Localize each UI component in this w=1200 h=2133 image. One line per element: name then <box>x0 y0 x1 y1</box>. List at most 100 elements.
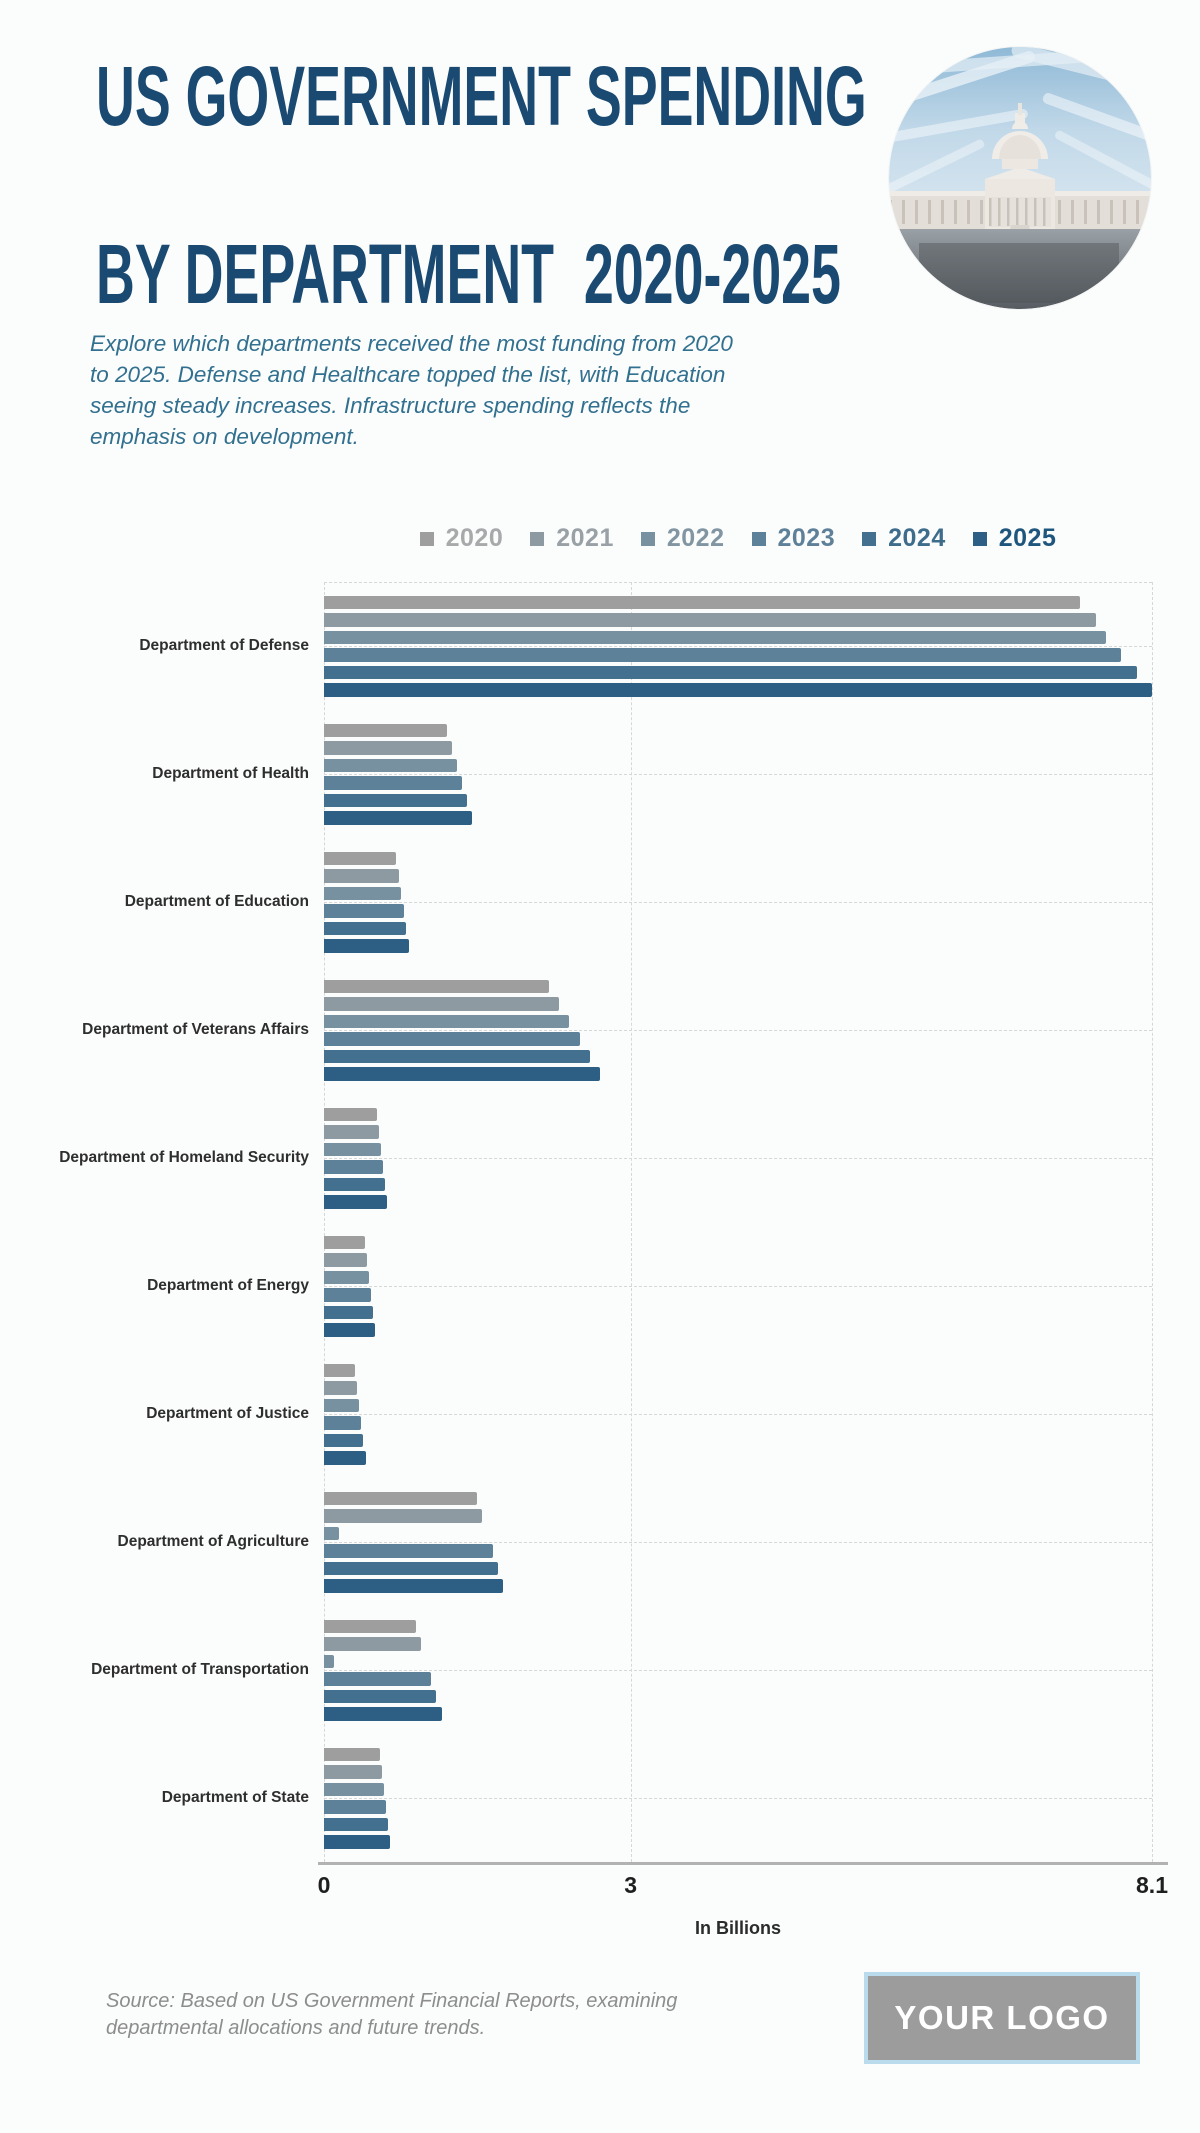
bar-2024 <box>324 665 1137 679</box>
logo-text: YOUR LOGO <box>894 1999 1110 2036</box>
category-gridline <box>324 1542 1152 1543</box>
bar-2025 <box>324 1067 600 1081</box>
bar-2021 <box>324 869 399 883</box>
intro-text: Explore which departments received the m… <box>90 331 733 450</box>
bar-2023 <box>324 1416 361 1430</box>
bar-2023 <box>324 1160 384 1174</box>
category-label: Department of Agriculture <box>117 1533 309 1551</box>
bar-2025 <box>324 939 409 953</box>
bar-2022 <box>324 1014 570 1028</box>
category-label: Department of Health <box>152 765 309 783</box>
bar-2021 <box>324 1509 483 1523</box>
vertical-gridline-8.1 <box>1152 582 1153 1862</box>
bar-2023 <box>324 1544 493 1558</box>
vertical-gridline-0 <box>324 582 325 1862</box>
bar-2022 <box>324 1270 369 1284</box>
spending-bar-chart: Department of Defense Department of Healt… <box>28 582 1168 1938</box>
category-gridline <box>324 1414 1152 1415</box>
bar-2023 <box>324 776 462 790</box>
bar-2025 <box>324 811 473 825</box>
x-axis-label: In Billions <box>694 1918 782 1938</box>
legend-label-2020: 2020 <box>445 524 504 552</box>
bar-2020 <box>324 1491 478 1505</box>
bar-2022 <box>324 886 401 900</box>
bar-2025 <box>324 1579 503 1593</box>
legend-label-2021: 2021 <box>556 524 614 552</box>
bar-2020 <box>324 595 1081 609</box>
bar-2024 <box>324 1817 389 1831</box>
legend-marker-2021 <box>530 531 545 546</box>
bar-group-7 <box>324 1350 1152 1478</box>
bar-2021 <box>324 997 560 1011</box>
legend-marker-2020 <box>419 531 434 546</box>
legend-marker-2025 <box>972 531 987 546</box>
vertical-gridline-3 <box>630 582 632 1862</box>
title-line-1: US GOVERNMENT SPENDING <box>96 49 867 143</box>
bar-2024 <box>324 1689 437 1703</box>
bar-group-8 <box>324 1478 1152 1606</box>
bar-2023 <box>324 1032 580 1046</box>
bar-2021 <box>324 1765 383 1779</box>
bar-2021 <box>324 613 1096 627</box>
legend-item-2022: 2022 <box>640 524 725 553</box>
bar-group-2 <box>324 710 1152 838</box>
bar-2023 <box>324 904 404 918</box>
category-gridline <box>324 1670 1152 1671</box>
bar-2021 <box>324 1381 357 1395</box>
bar-2020 <box>324 1107 378 1121</box>
capitol-photo <box>889 47 1151 309</box>
category-label: Department of Education <box>124 893 309 911</box>
bar-2025 <box>324 1195 388 1209</box>
category-gridline <box>324 774 1152 775</box>
legend-marker-2024 <box>862 531 877 546</box>
category-gridline <box>324 1286 1152 1287</box>
bar-2020 <box>324 1747 381 1761</box>
logo-box: YOUR LOGO <box>864 1972 1140 2064</box>
bar-2022 <box>324 1398 359 1412</box>
category-label: Department of Homeland Security <box>59 1149 309 1167</box>
legend-label-2025: 2025 <box>998 524 1057 552</box>
category-label: Department of Defense <box>139 637 309 655</box>
chart-legend: 2020 2021 2022 2023 2024 2025 <box>324 524 1152 553</box>
plot-top-gridline <box>324 582 1152 583</box>
bar-2024 <box>324 793 468 807</box>
bar-2020 <box>324 1235 365 1249</box>
category-gridline <box>324 1798 1152 1799</box>
bar-group-3 <box>324 838 1152 966</box>
bar-2021 <box>324 1253 367 1267</box>
plot-area: In Billions 0 3 8.1 <box>318 582 1168 1938</box>
capitol-photo-illustration <box>889 47 1151 309</box>
category-label: Department of Transportation <box>91 1661 309 1679</box>
x-tick-3: 3 <box>624 1872 638 1898</box>
bar-2020 <box>324 979 549 993</box>
bar-group-1 <box>324 582 1152 710</box>
bar-2023 <box>324 1800 387 1814</box>
bar-2020 <box>324 1619 416 1633</box>
category-label: Department of State <box>161 1789 309 1807</box>
bar-group-6 <box>324 1222 1152 1350</box>
bar-group-4 <box>324 966 1152 1094</box>
bar-2022 <box>324 758 457 772</box>
bar-2022 <box>324 630 1106 644</box>
x-axis-line <box>318 1862 1168 1865</box>
legend-item-2024: 2024 <box>862 524 946 553</box>
bar-2020 <box>324 851 396 865</box>
category-label: Department of Energy <box>147 1277 309 1295</box>
bar-2021 <box>324 1125 380 1139</box>
legend-item-2020: 2020 <box>419 524 504 553</box>
bar-2025 <box>324 1835 391 1849</box>
category-label: Department of Justice <box>146 1405 309 1423</box>
legend-item-2021: 2021 <box>530 524 614 553</box>
category-gridline <box>324 1030 1152 1031</box>
x-tick-8.1: 8.1 <box>1136 1872 1168 1898</box>
capitol-building <box>889 103 1151 245</box>
bar-2024 <box>324 1433 363 1447</box>
category-gridline <box>324 902 1152 903</box>
category-gridline <box>324 646 1152 647</box>
legend-marker-2022 <box>640 531 655 546</box>
bar-group-10 <box>324 1734 1152 1862</box>
bar-2023 <box>324 1288 372 1302</box>
bar-2020 <box>324 723 447 737</box>
bar-2023 <box>324 1672 432 1686</box>
